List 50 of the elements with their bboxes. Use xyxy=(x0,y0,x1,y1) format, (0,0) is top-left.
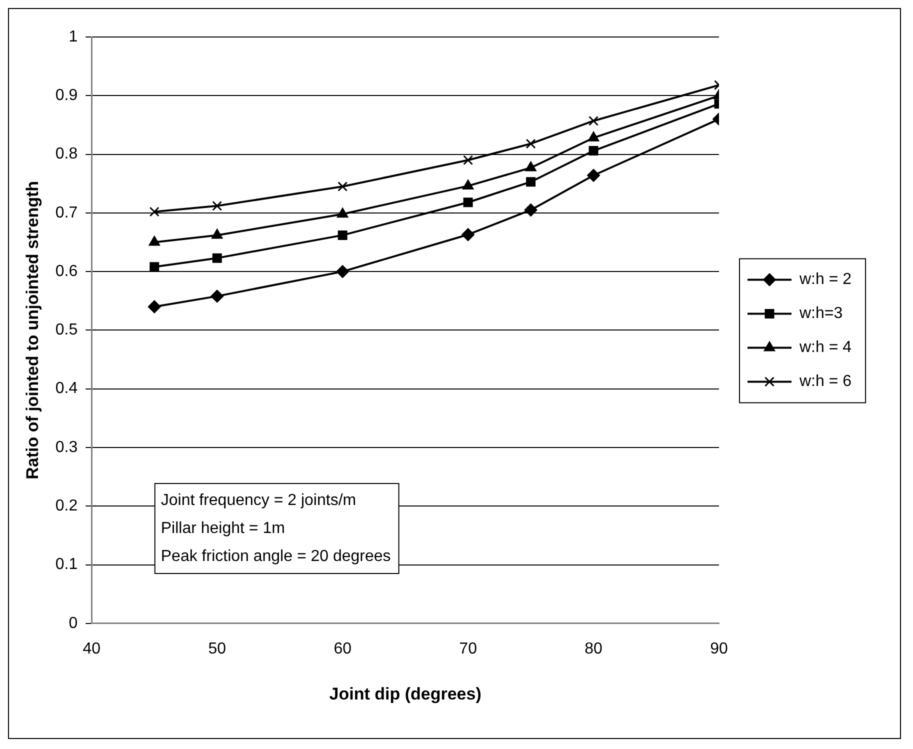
point xyxy=(463,155,474,166)
point xyxy=(526,138,536,149)
x-tick-label: 50 xyxy=(208,640,226,658)
point xyxy=(149,206,160,217)
x-tick-label: 60 xyxy=(334,640,352,658)
y-axis-title: Ratio of jointed to unjointed strength xyxy=(22,180,42,480)
x-tick-label: 70 xyxy=(459,640,478,658)
point xyxy=(148,300,161,314)
legend-label: w:h = 4 xyxy=(798,339,852,356)
point xyxy=(462,228,475,242)
point xyxy=(148,236,160,246)
y-tick-label: 0.1 xyxy=(55,556,78,574)
point xyxy=(587,168,600,182)
point xyxy=(336,265,350,278)
y-tick-label: 0.3 xyxy=(55,438,78,456)
point xyxy=(211,228,223,239)
y-tick-label: 0 xyxy=(68,614,78,632)
x-tick-label: 80 xyxy=(584,640,603,658)
point xyxy=(463,198,473,208)
point xyxy=(338,182,348,192)
point xyxy=(212,253,222,263)
y-tick-label: 0.9 xyxy=(55,87,78,104)
point xyxy=(336,208,348,218)
legend-label: w:h = 6 xyxy=(798,373,852,390)
point xyxy=(588,131,600,142)
x-axis-title: Joint dip (degrees) xyxy=(329,684,482,704)
y-tick-label: 0.8 xyxy=(55,146,78,163)
x-tick-label: 40 xyxy=(82,640,101,658)
point xyxy=(524,203,538,216)
y-tick-label: 0.7 xyxy=(55,204,78,222)
point xyxy=(526,177,536,187)
y-tick-label: 0.2 xyxy=(55,498,78,515)
point xyxy=(210,290,224,303)
point xyxy=(525,161,536,172)
annotation: Pillar height = 1m xyxy=(160,520,285,537)
annotation: Joint frequency = 2 joints/m xyxy=(160,492,356,509)
x-tick-label: 90 xyxy=(710,640,728,658)
legend-label: w:h=3 xyxy=(798,305,843,322)
point xyxy=(338,230,348,240)
point xyxy=(150,262,160,272)
y-tick-label: 0.5 xyxy=(55,322,78,339)
legend-label: w:h = 2 xyxy=(798,271,852,288)
y-tick-label: 0.4 xyxy=(55,380,78,398)
y-tick-label: 1 xyxy=(68,28,78,46)
point xyxy=(588,116,599,126)
point xyxy=(212,200,222,211)
annotation: Peak friction angle = 20 degrees xyxy=(160,548,391,565)
point xyxy=(462,179,474,190)
point xyxy=(588,146,598,156)
y-tick-label: 0.6 xyxy=(55,262,78,280)
